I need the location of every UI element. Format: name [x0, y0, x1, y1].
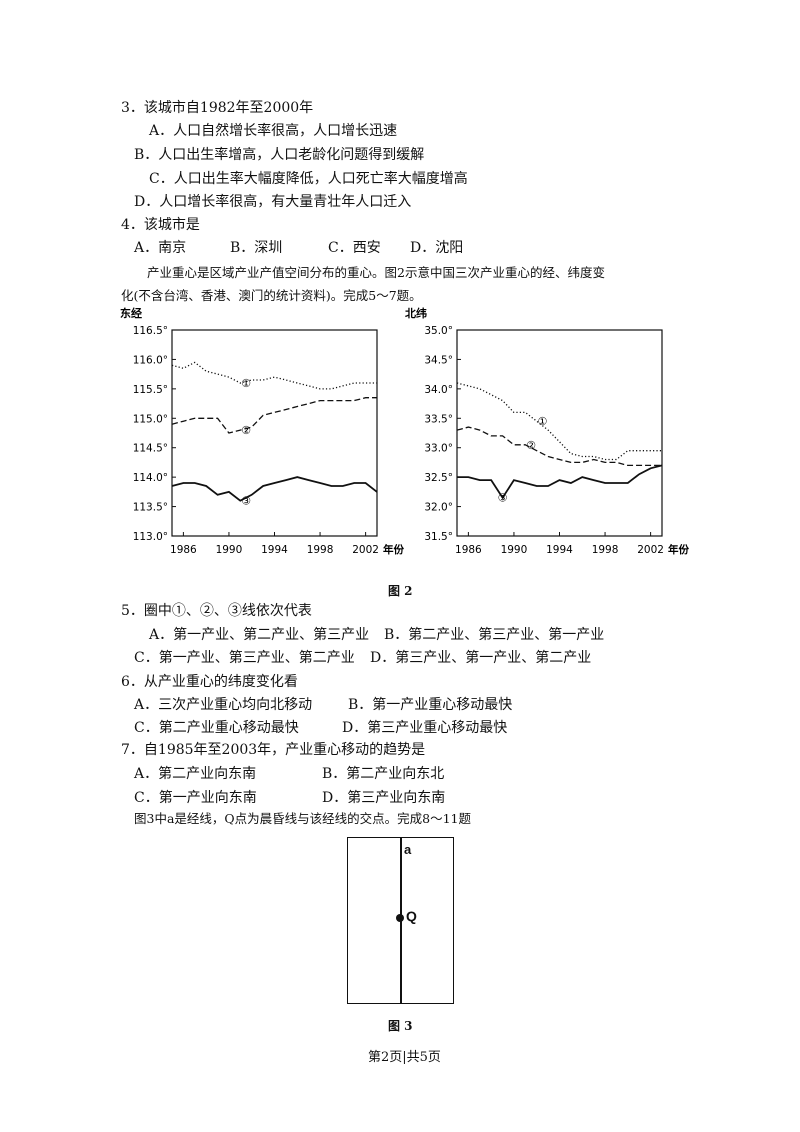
fig2-intro-line1: 产业重心是区域产业产值空间分布的重心。图2示意中国三次产业重心的经、纬度变 — [147, 265, 605, 280]
q3-option-a: A．人口自然增长率很高，人口增长迅速 — [149, 123, 398, 139]
y-tick-label: 32.5° — [424, 472, 453, 484]
q7-option-b: B．第二产业向东北 — [322, 766, 445, 782]
x-tick-label: 1994 — [546, 544, 573, 556]
series-line-1 — [456, 382, 662, 461]
q4-option-d: D．沈阳 — [410, 240, 464, 256]
fig2-caption: 图 2 — [388, 584, 413, 598]
y-tick-label: 115.0° — [133, 413, 168, 425]
point-q-dot — [396, 914, 404, 922]
q6-option-d: D．第三产业重心移动最快 — [342, 720, 508, 736]
y-tick-label: 32.0° — [424, 502, 453, 514]
series-line-2 — [171, 397, 377, 434]
y-tick-label: 33.5° — [424, 413, 453, 425]
q3-option-b: B．人口出生率增高，人口老龄化问题得到缓解 — [134, 147, 425, 163]
fig3-intro: 图3中a是经线，Q点为晨昏线与该经线的交点。完成8～11题 — [134, 811, 472, 826]
y-tick-label: 115.5° — [133, 384, 168, 396]
x-tick-label: 1998 — [592, 544, 619, 556]
longitude-chart: 东经 116.5° 116.0° 115.5° 115.0° 114.5° 114.0° 11… — [120, 305, 420, 575]
x-tick-label: 1994 — [261, 544, 288, 556]
x-tick-label: 1986 — [455, 544, 482, 556]
series-label-1: ① — [241, 377, 251, 390]
meridian-label-a: a — [404, 842, 412, 857]
q5-option-b: B．第二产业、第三产业、第一产业 — [384, 627, 605, 643]
fig3-caption: 图 3 — [388, 1019, 413, 1033]
q4-option-b: B．深圳 — [230, 240, 283, 256]
x-tick-label: 1986 — [170, 544, 197, 556]
page-footer: 第2页|共5页 — [368, 1050, 441, 1065]
series-label-1: ① — [537, 415, 547, 428]
y-tick-label: 113.0° — [133, 531, 168, 543]
x-tick-label: 1990 — [501, 544, 528, 556]
y-tick-label: 34.5° — [424, 354, 453, 366]
q5-option-d: D．第三产业、第一产业、第二产业 — [370, 650, 592, 666]
q7-option-d: D．第三产业向东南 — [322, 790, 446, 806]
q6-option-b: B．第一产业重心移动最快 — [348, 697, 513, 713]
series-label-2: ② — [241, 424, 251, 437]
q7-stem: 7．自1985年至2003年，产业重心移动的趋势是 — [121, 742, 426, 758]
x-axis-label: 年份 — [383, 543, 404, 556]
x-tick-label: 2002 — [352, 544, 379, 556]
q7-option-a: A．第二产业向东南 — [134, 766, 257, 782]
point-label-q: Q — [406, 908, 417, 924]
fig2-intro-line2: 化(不含台湾、香港、澳门的统计资料)。完成5～7题。 — [121, 288, 422, 303]
chart-title: 北纬 — [405, 306, 427, 320]
q3-stem: 3．该城市自1982年至2000年 — [121, 100, 314, 116]
y-tick-label: 35.0° — [424, 325, 453, 337]
x-tick-label: 2002 — [637, 544, 664, 556]
y-tick-label: 114.0° — [133, 472, 168, 484]
series-label-2: ② — [526, 439, 536, 452]
latitude-chart-svg: 北纬 35.0° 34.5° 34.0° 33.5° 33.0° 32.5° 32.0° 31.… — [405, 306, 689, 556]
series-label-3: ③ — [241, 495, 251, 508]
q4-option-a: A．南京 — [134, 240, 187, 256]
chart-title: 东经 — [120, 306, 142, 320]
plot-frame — [456, 329, 663, 537]
q3-option-c: C．人口出生率大幅度降低，人口死亡率大幅度增高 — [149, 171, 468, 187]
q5-stem: 5．圈中①、②、③线依次代表 — [121, 603, 312, 619]
q5-option-a: A．第一产业、第二产业、第三产业 — [149, 627, 370, 643]
plot-frame — [171, 329, 378, 537]
longitude-chart-svg: 东经 116.5° 116.0° 115.5° 115.0° 114.5° 114.0° 11… — [120, 306, 404, 556]
y-tick-label: 113.5° — [133, 502, 168, 514]
q3-option-d: D．人口增长率很高，有大量青壮年人口迁入 — [134, 194, 412, 210]
x-tick-label: 1990 — [216, 544, 243, 556]
series-line-1 — [171, 361, 377, 390]
series-line-3 — [171, 476, 378, 502]
q5-option-c: C．第一产业、第三产业、第二产业 — [134, 650, 355, 666]
x-tick-label: 1998 — [307, 544, 334, 556]
y-tick-label: 116.5° — [133, 325, 168, 337]
y-tick-label: 114.5° — [133, 443, 168, 455]
q4-option-c: C．西安 — [328, 240, 381, 256]
latitude-chart: 北纬 35.0° 34.5° 34.0° 33.5° 33.0° 32.5° 32.0° 31.… — [405, 305, 705, 575]
q6-option-c: C．第二产业重心移动最快 — [134, 720, 299, 736]
y-tick-label: 31.5° — [424, 531, 453, 543]
y-tick-label: 116.0° — [133, 354, 168, 366]
q6-option-a: A．三次产业重心均向北移动 — [134, 697, 313, 713]
q6-stem: 6．从产业重心的纬度变化看 — [121, 674, 298, 690]
q4-stem: 4．该城市是 — [121, 217, 200, 233]
series-line-3 — [457, 464, 663, 500]
fig3-frame: a Q — [347, 837, 454, 1004]
x-axis-label: 年份 — [668, 543, 689, 556]
q7-option-c: C．第一产业向东南 — [134, 790, 257, 806]
series-line-2 — [456, 426, 662, 467]
y-tick-label: 34.0° — [424, 384, 453, 396]
y-tick-label: 33.0° — [424, 443, 453, 455]
series-label-3: ③ — [498, 492, 508, 505]
